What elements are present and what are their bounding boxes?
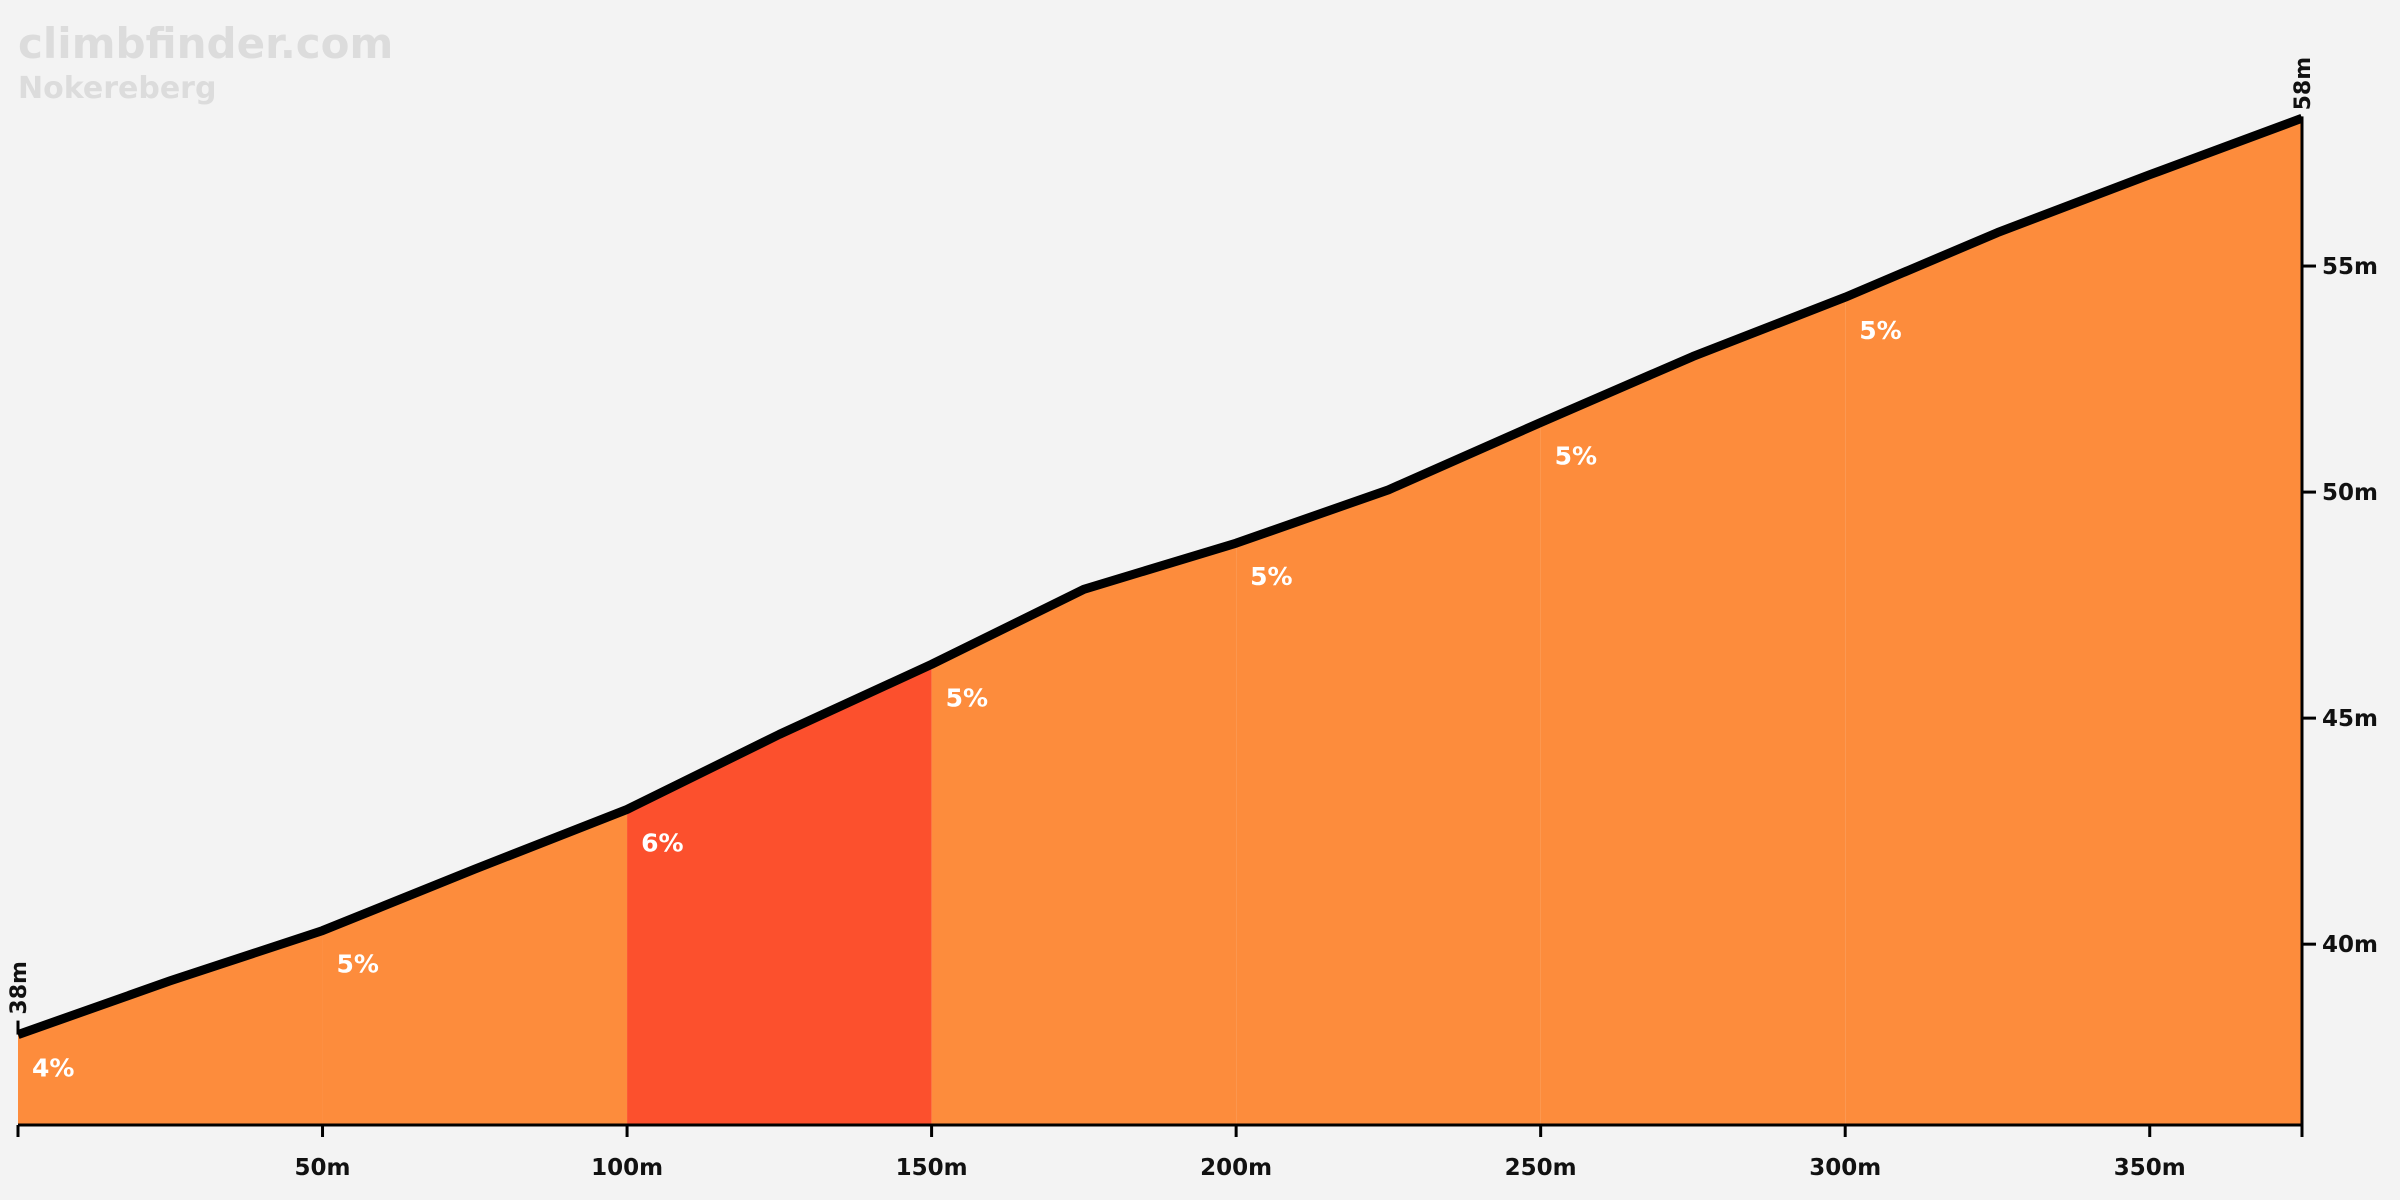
grade-fill — [1236, 422, 1541, 1125]
grade-fill — [931, 543, 1237, 1125]
x-tick-label: 300m — [1809, 1155, 1881, 1181]
grade-label: 4% — [32, 1054, 74, 1083]
chart-subtitle: Nokereberg — [18, 71, 216, 106]
grade-label: 5% — [1555, 441, 1597, 470]
x-tick-label: 350m — [2114, 1155, 2186, 1181]
grade-label: 5% — [1250, 562, 1292, 591]
chart-title: climbfinder.com — [18, 19, 393, 68]
grade-fill — [322, 809, 628, 1125]
x-tick-label: 100m — [591, 1155, 663, 1181]
grade-label: 6% — [641, 828, 683, 857]
elevation-line — [16, 113, 2304, 1039]
x-tick-label: 50m — [295, 1155, 351, 1181]
grade-fill — [18, 930, 323, 1125]
x-tick-label: 250m — [1505, 1155, 1577, 1181]
end-label: 38m — [7, 961, 32, 1015]
end-label: 58m — [2291, 57, 2316, 111]
grade-fill — [1540, 297, 1846, 1125]
x-tick-label: 200m — [1200, 1155, 1272, 1181]
grade-fill — [1845, 118, 2302, 1125]
y-tick-label: 40m — [2322, 932, 2378, 958]
y-tick-label: 50m — [2322, 480, 2378, 506]
grade-label: 5% — [946, 683, 988, 712]
y-tick-label: 45m — [2322, 706, 2378, 732]
grade-fill — [627, 664, 932, 1125]
grade-label: 5% — [1859, 316, 1901, 345]
x-tick-label: 150m — [896, 1155, 968, 1181]
grade-label: 5% — [337, 950, 379, 979]
y-tick-label: 55m — [2322, 254, 2378, 280]
